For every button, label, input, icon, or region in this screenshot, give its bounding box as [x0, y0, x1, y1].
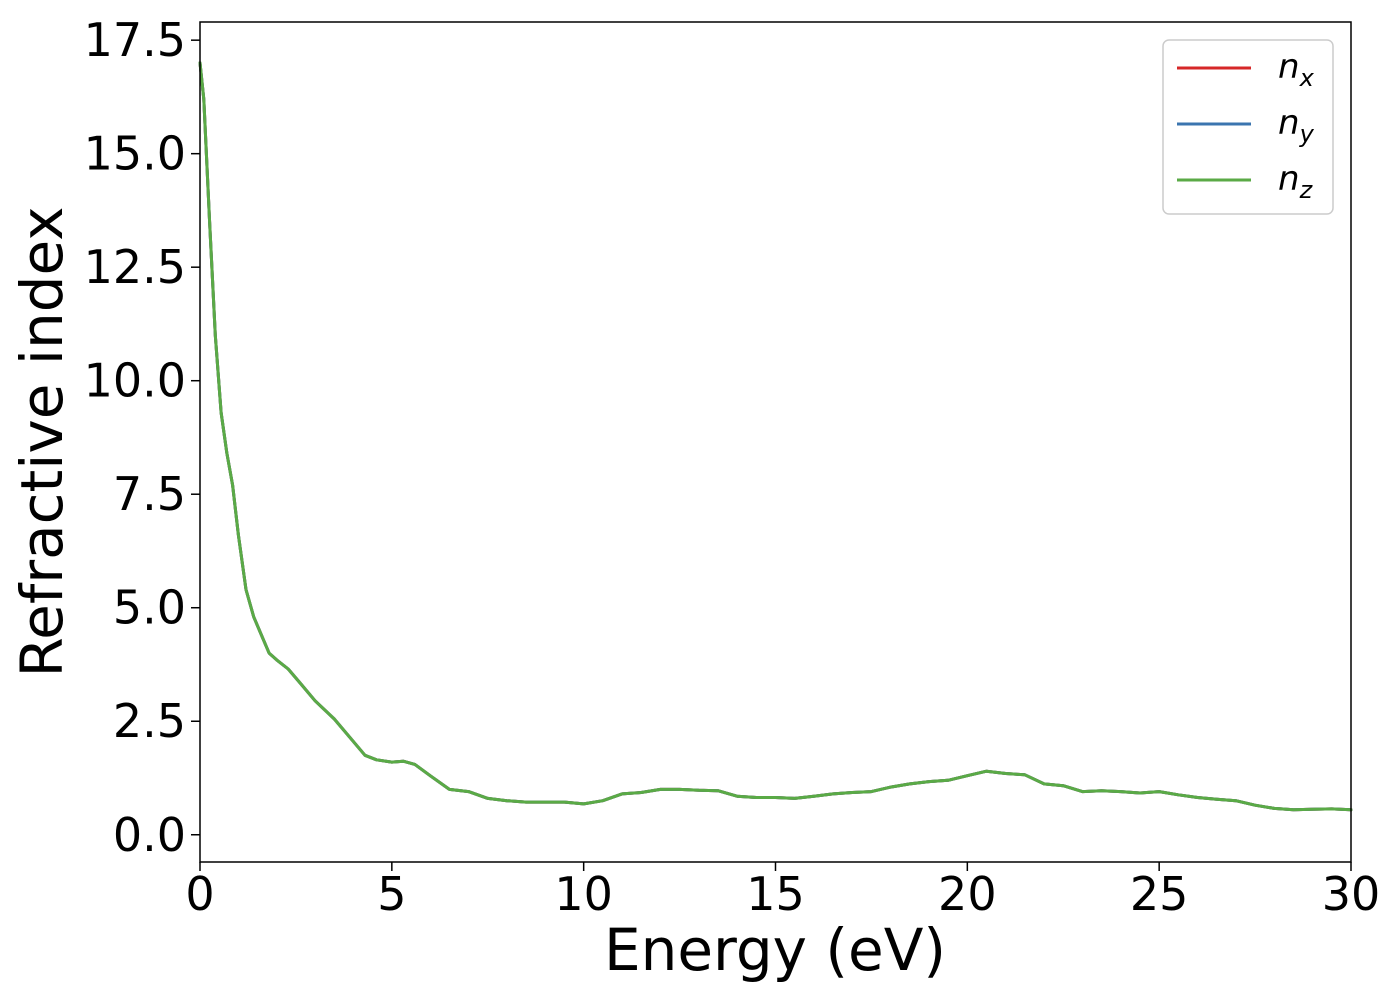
x-tick-label: 30: [1322, 867, 1381, 921]
y-tick-label: 17.5: [84, 13, 186, 67]
y-tick-label: 2.5: [113, 694, 186, 748]
y-tick-label: 0.0: [113, 808, 186, 862]
y-tick-label: 5.0: [113, 581, 186, 635]
y-axis-label: Refractive index: [8, 206, 76, 677]
x-tick-label: 15: [746, 867, 805, 921]
x-tick-label: 10: [554, 867, 613, 921]
legend-label-nz: nz: [1278, 159, 1314, 204]
x-tick-label: 5: [377, 867, 406, 921]
y-tick-label: 12.5: [84, 240, 186, 294]
legend-box: [1162, 39, 1334, 215]
legend-label-nx: nx: [1278, 47, 1315, 92]
y-tick-label: 7.5: [113, 467, 186, 521]
series-line-n-z: [198, 61, 1353, 812]
y-tick-label: 10.0: [84, 354, 186, 408]
legend: nx ny nz: [1162, 39, 1334, 215]
x-axis-ticks: 0 5 10 15 20 25 30: [185, 862, 1380, 921]
y-tick-label: 15.0: [84, 127, 186, 181]
x-tick-label: 0: [185, 867, 214, 921]
series-layer: [198, 61, 1353, 812]
x-axis-label: Energy (eV): [604, 916, 946, 984]
x-tick-label: 20: [938, 867, 997, 921]
y-axis-ticks: 0.0 2.5 5.0 7.5 10.0 12.5 15.0 17.5: [84, 13, 200, 862]
legend-label-ny: ny: [1278, 103, 1315, 148]
x-tick-label: 25: [1130, 867, 1189, 921]
